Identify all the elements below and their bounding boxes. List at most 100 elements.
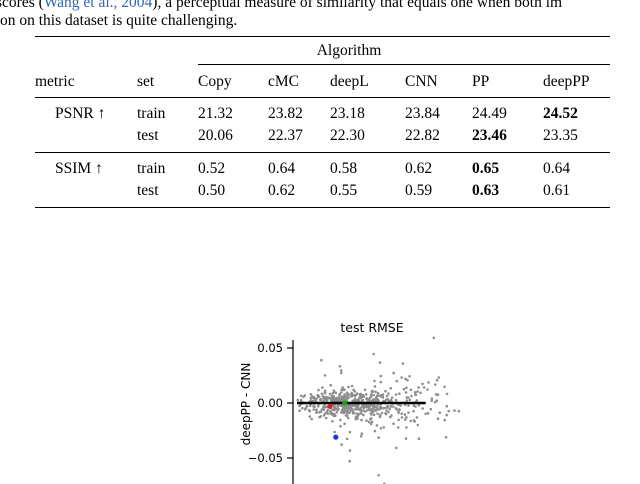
metric-cell xyxy=(35,125,137,153)
scatter-point xyxy=(445,404,449,408)
scatter-point xyxy=(380,411,384,415)
scatter-point xyxy=(370,420,374,424)
scatter-point xyxy=(426,388,429,391)
scatter-point xyxy=(377,436,380,439)
metric-cell xyxy=(35,180,137,208)
scatter-point xyxy=(434,383,437,386)
value-cell: 0.65 xyxy=(472,160,500,177)
scatter-point xyxy=(351,412,355,415)
scatter-point xyxy=(323,389,327,393)
table-row: test 20.06 22.37 22.30 22.82 23.46 23.35 xyxy=(35,125,611,153)
scatter-point xyxy=(341,386,344,389)
scatter-point xyxy=(412,409,415,413)
value-cell: 0.62 xyxy=(405,160,433,177)
col-header-deepl: deepL xyxy=(330,64,405,98)
scatter-point xyxy=(347,385,350,389)
scatter-point xyxy=(400,416,404,419)
scatter-point xyxy=(317,388,320,392)
blue-point xyxy=(333,434,339,440)
value-cell: 0.64 xyxy=(268,160,296,177)
citation-link[interactable]: Wang et al., 2004 xyxy=(43,0,153,11)
scatter-point xyxy=(436,417,440,420)
scatter-point xyxy=(363,388,367,392)
scatter-point xyxy=(354,417,358,421)
scatter-point xyxy=(390,414,393,417)
scatter-point xyxy=(317,405,320,408)
scatter-point xyxy=(346,416,350,420)
figure-title: test RMSE xyxy=(340,320,403,335)
scatter-point xyxy=(378,413,382,417)
value-cell: 23.84 xyxy=(405,105,440,122)
scatter-point xyxy=(341,388,345,392)
scatter-point xyxy=(318,415,321,419)
value-cell: 0.62 xyxy=(268,180,330,208)
scatter-point xyxy=(345,437,349,441)
body-text-line-1: scores (Wang et al., 2004), a perceptual… xyxy=(0,0,562,12)
scatter-point xyxy=(376,412,379,415)
scatter-point xyxy=(415,399,419,402)
table-header-row: metric set Copy cMC deepL CNN PP deepPP xyxy=(35,64,611,98)
scatter-point xyxy=(421,382,424,386)
set-cell: train xyxy=(137,105,166,122)
green-point xyxy=(342,400,348,406)
scatter-point xyxy=(322,408,325,411)
scatter-point xyxy=(387,392,390,395)
scatter-point xyxy=(437,376,441,379)
scatter-point xyxy=(320,392,324,396)
algorithm-group-header: Algorithm xyxy=(198,36,611,65)
scatter-point xyxy=(299,394,303,398)
scatter-point xyxy=(360,432,364,435)
metric-cell: PSNR ↑ xyxy=(55,105,106,122)
scatter-point xyxy=(331,420,334,423)
scatter-point xyxy=(444,436,448,439)
scatter-point xyxy=(373,404,376,408)
scatter-point xyxy=(356,399,360,402)
scatter-point xyxy=(348,430,352,434)
scatter-point xyxy=(301,406,304,410)
value-cell: 24.52 xyxy=(543,105,578,122)
value-cell: 0.64 xyxy=(543,160,571,177)
scatter-point xyxy=(385,394,389,398)
scatter-point xyxy=(394,393,398,396)
scatter-point xyxy=(333,430,336,434)
scatter-point xyxy=(350,408,354,411)
scatter-point xyxy=(321,386,324,389)
scatter-point xyxy=(376,391,380,395)
scatter-point xyxy=(332,399,336,402)
scatter-point xyxy=(447,409,450,413)
scatter-point xyxy=(412,404,416,407)
scatter-point xyxy=(318,410,321,414)
scatter-point xyxy=(372,413,376,417)
scatter-point xyxy=(331,408,334,411)
scatter-point xyxy=(368,405,372,408)
scatter-point xyxy=(335,396,339,400)
scatter-point xyxy=(345,391,349,394)
scatter-point xyxy=(415,416,419,419)
col-header-metric: metric xyxy=(35,64,137,98)
scatter-point xyxy=(416,390,419,393)
scatter-point xyxy=(298,409,301,412)
scatter-point xyxy=(333,408,336,412)
set-cell: test xyxy=(137,180,198,208)
scatter-point xyxy=(332,389,336,392)
scatter-point xyxy=(377,474,380,477)
scatter-point xyxy=(310,417,313,421)
scatter-point xyxy=(417,437,421,440)
scatter-point xyxy=(391,405,395,408)
value-cell: 0.55 xyxy=(330,180,405,208)
scatter-point xyxy=(359,412,362,415)
scatter-point xyxy=(353,404,357,408)
value-cell: 0.61 xyxy=(543,180,611,208)
col-header-pp: PP xyxy=(472,64,543,98)
scatter-point xyxy=(402,387,406,391)
scatter-point xyxy=(407,404,410,407)
scatter-point xyxy=(316,395,320,399)
scatter-point xyxy=(395,446,398,450)
scatter-point xyxy=(350,384,354,388)
scatter-point xyxy=(368,396,372,399)
scatter-point xyxy=(326,408,329,412)
value-cell: 20.06 xyxy=(198,125,268,153)
scatter-point xyxy=(416,423,420,427)
scatter-point xyxy=(324,412,327,415)
